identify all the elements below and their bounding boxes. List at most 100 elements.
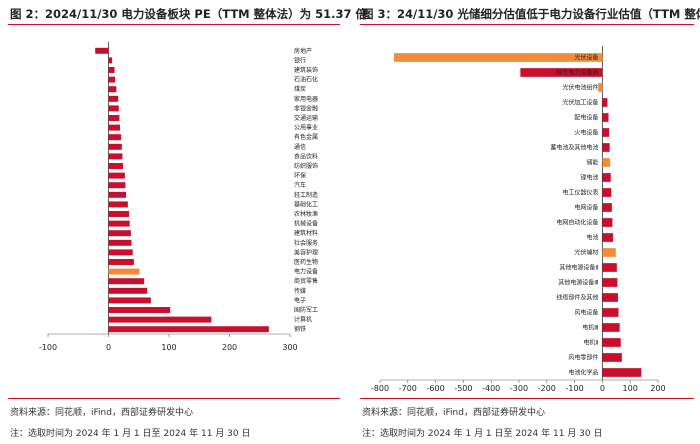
left-bar xyxy=(108,249,133,256)
right-bar xyxy=(602,173,611,182)
left-bar xyxy=(108,67,115,73)
left-tick-label: 0 xyxy=(106,343,111,352)
right-tick-label: 100 xyxy=(623,384,638,393)
left-category-label: 电力设备 xyxy=(294,268,318,276)
right-category-label: 电池化学品 xyxy=(568,369,598,377)
left-category-label: 公用事业 xyxy=(294,124,318,132)
right-category-label: 光伏辅材 xyxy=(574,249,598,257)
right-tick-label: -500 xyxy=(454,384,472,393)
right-category-label: 光伏设备 xyxy=(574,54,598,62)
right-bar xyxy=(598,83,603,92)
right-category-label: 光伏电池组件 xyxy=(562,84,598,92)
right-category-label: 其他电源设备Ⅲ xyxy=(558,279,598,287)
left-bar xyxy=(108,115,120,121)
left-category-label: 石油石化 xyxy=(294,76,318,84)
right-bar xyxy=(602,368,642,377)
right-category-label: 锂电池 xyxy=(580,174,598,182)
right-bar xyxy=(602,158,611,167)
left-tick-label: 200 xyxy=(222,343,237,352)
left-bar xyxy=(108,143,122,150)
left-chart-title: 图 2：2024/11/30 电力设备板块 PE（TTM 整体法）为 51.37… xyxy=(10,7,367,21)
left-bar xyxy=(108,316,212,323)
left-category-label: 通信 xyxy=(294,143,306,151)
right-category-label: 配电设备 xyxy=(574,114,598,122)
right-bar xyxy=(602,293,618,302)
left-footer-rule xyxy=(8,398,340,399)
right-category-label: 电工仪器仪表 xyxy=(562,189,598,197)
right-category-label: 综合电力设备商 xyxy=(556,69,598,77)
left-bar xyxy=(108,163,124,169)
right-category-label: 蓄电池及其他电池 xyxy=(550,144,598,152)
left-bar xyxy=(108,220,130,227)
left-category-label: 美容护理 xyxy=(294,248,318,256)
left-tick-label: -100 xyxy=(39,343,57,352)
right-tick-label: -400 xyxy=(482,384,500,393)
left-category-label: 钢铁 xyxy=(294,325,306,333)
left-bar xyxy=(108,201,128,208)
right-bar xyxy=(602,278,618,287)
left-bar xyxy=(108,239,132,246)
left-bar xyxy=(108,326,269,333)
right-bar xyxy=(602,233,613,242)
right-bar xyxy=(602,98,608,107)
right-category-label: 电网设备 xyxy=(574,204,598,212)
left-category-label: 医药生物 xyxy=(294,258,318,266)
right-bar xyxy=(602,113,609,122)
left-bar xyxy=(108,287,148,294)
left-bar xyxy=(108,76,116,83)
left-bar-chart: 房地产银行建筑装饰石油石化煤炭家用电器非银金融交通运输公用事业有色金属通信食品饮… xyxy=(39,42,318,352)
right-bar xyxy=(602,323,620,332)
left-category-label: 非银金融 xyxy=(294,104,318,112)
left-bar xyxy=(108,268,140,275)
right-bar-chart: 光伏设备综合电力设备商光伏电池组件光伏加工设备配电设备火电设备蓄电池及其他电池储… xyxy=(371,46,666,393)
left-category-label: 房地产 xyxy=(294,47,312,55)
left-bar xyxy=(108,86,117,93)
right-category-label: 其他电源设备Ⅱ xyxy=(559,264,598,272)
right-footer-rule xyxy=(360,398,694,399)
left-chart-panel: 图 2：2024/11/30 电力设备板块 PE（TTM 整体法）为 51.37… xyxy=(0,0,367,444)
left-category-label: 食品饮料 xyxy=(294,152,318,160)
right-tick-label: -100 xyxy=(566,384,584,393)
right-bar xyxy=(602,203,612,212)
left-tick-label: 100 xyxy=(161,343,176,352)
left-category-label: 银行 xyxy=(294,56,306,64)
right-tick-label: 0 xyxy=(600,384,605,393)
left-bar xyxy=(108,95,119,102)
left-bar xyxy=(108,124,120,131)
left-category-label: 计算机 xyxy=(294,316,312,324)
right-chart-title: 图 3：24/11/30 光储细分估值低于电力设备行业估值（TTM 整体法） xyxy=(362,7,700,21)
left-category-label: 商贸零售 xyxy=(294,277,318,285)
left-category-label: 交通运输 xyxy=(294,114,318,122)
left-title-rule xyxy=(8,24,340,25)
left-bar xyxy=(108,182,126,189)
left-category-label: 国防军工 xyxy=(294,306,318,314)
right-date-note: 注：选取时间为 2024 年 1 月 1 日至 2024 年 11 月 30 日 xyxy=(362,429,603,439)
right-tick-label: -300 xyxy=(510,384,528,393)
left-category-label: 轻工制造 xyxy=(294,191,318,199)
left-bar xyxy=(108,57,113,64)
left-category-label: 汽车 xyxy=(294,181,306,189)
right-bar xyxy=(602,353,622,362)
right-title-rule xyxy=(360,24,694,25)
right-category-label: 光伏加工设备 xyxy=(562,99,598,107)
right-bar xyxy=(602,143,610,152)
left-bar xyxy=(108,172,125,179)
left-bar xyxy=(108,105,119,112)
left-bar xyxy=(108,153,123,160)
right-bar xyxy=(520,68,603,77)
left-bar xyxy=(108,134,122,141)
right-source-note: 资料来源：同花顺，iFind，西部证券研发中心 xyxy=(362,408,545,418)
right-tick-label: -800 xyxy=(371,384,389,393)
right-category-label: 火电设备 xyxy=(574,129,598,137)
right-tick-label: -200 xyxy=(538,384,556,393)
right-bar xyxy=(602,128,610,137)
right-category-label: 储能 xyxy=(586,159,598,167)
left-bar xyxy=(108,191,127,198)
right-tick-label: -600 xyxy=(427,384,445,393)
left-category-label: 建筑材料 xyxy=(294,229,318,237)
left-source-note: 资料来源：同花顺，iFind，西部证券研发中心 xyxy=(10,408,193,418)
right-chart-panel: 图 3：24/11/30 光储细分估值低于电力设备行业估值（TTM 整体法） 光… xyxy=(352,0,700,444)
left-category-label: 家用电器 xyxy=(294,95,318,103)
left-category-label: 煤炭 xyxy=(294,85,306,93)
right-category-label: 电机Ⅱ xyxy=(583,339,598,347)
